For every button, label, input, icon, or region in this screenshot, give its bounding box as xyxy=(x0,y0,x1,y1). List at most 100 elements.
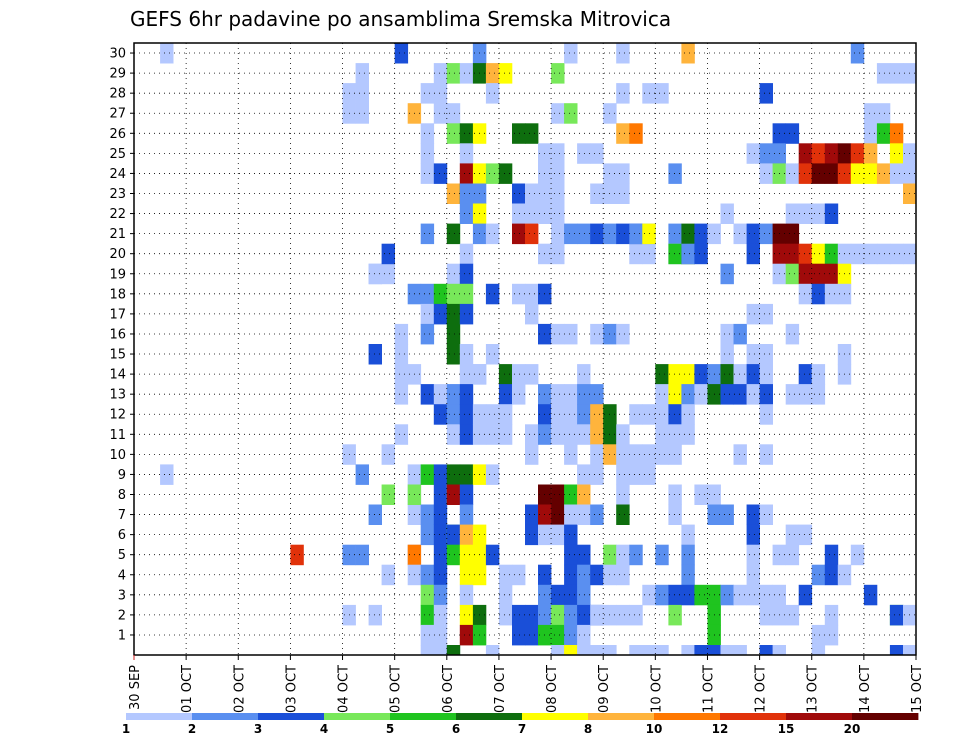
heatmap-cell xyxy=(590,323,604,345)
heatmap-cell xyxy=(811,203,826,224)
heatmap-cell xyxy=(759,444,773,465)
heatmap-cell xyxy=(420,645,435,656)
heatmap-cell xyxy=(889,123,904,144)
heatmap-cell xyxy=(655,584,669,606)
heatmap-cell xyxy=(733,323,747,345)
heatmap-cell xyxy=(616,323,630,345)
x-tick-label: 03 OCT xyxy=(284,665,299,713)
heatmap-cell xyxy=(525,364,539,385)
legend-label: 7 xyxy=(518,722,526,736)
heatmap-cell xyxy=(564,544,578,566)
heatmap-cell xyxy=(889,163,904,184)
heatmap-cell xyxy=(759,303,773,325)
heatmap-cell xyxy=(811,243,826,265)
heatmap-cell xyxy=(876,243,891,265)
y-tick-label: 9 xyxy=(118,468,126,483)
heatmap-cell xyxy=(785,163,800,184)
heatmap-cell xyxy=(577,624,591,646)
heatmap-cell xyxy=(629,645,643,656)
heatmap-cell xyxy=(850,143,865,164)
heatmap-cell xyxy=(160,43,174,64)
heatmap-cell xyxy=(485,63,500,84)
heatmap-cell xyxy=(551,384,565,405)
heatmap-cell xyxy=(720,384,734,405)
heatmap-cell xyxy=(459,504,474,525)
heatmap-cell xyxy=(368,263,382,285)
x-tick-label: 11 OCT xyxy=(701,665,716,713)
x-tick-label: 13 OCT xyxy=(806,665,821,713)
heatmap-cell xyxy=(850,43,865,64)
heatmap-cell xyxy=(811,283,826,305)
heatmap-cell xyxy=(525,303,539,325)
heatmap-cell xyxy=(798,283,813,305)
heatmap-cell xyxy=(485,83,500,104)
heatmap-cell xyxy=(564,424,578,445)
heatmap-cell xyxy=(785,223,800,245)
heatmap-cell xyxy=(564,645,578,656)
heatmap-cell xyxy=(824,624,839,646)
x-tick-label: 01 OCT xyxy=(180,665,195,713)
heatmap-cell xyxy=(720,344,734,365)
heatmap-cell xyxy=(850,544,865,566)
heatmap-cell xyxy=(785,243,800,265)
heatmap-cell xyxy=(485,344,500,365)
heatmap-cell xyxy=(525,624,539,646)
heatmap-cell xyxy=(850,163,865,184)
heatmap-cell xyxy=(616,223,630,245)
legend-swatch xyxy=(720,713,787,720)
heatmap-cell xyxy=(759,83,773,104)
heatmap-cell xyxy=(811,143,826,164)
heatmap-cell xyxy=(498,564,513,586)
legend-label: 8 xyxy=(584,722,592,736)
heatmap-cell xyxy=(811,263,826,285)
heatmap-cell xyxy=(785,544,800,566)
heatmap-cell xyxy=(616,464,630,485)
heatmap-cell xyxy=(746,524,760,546)
heatmap-cell xyxy=(681,384,695,405)
heatmap-cell xyxy=(759,384,773,405)
heatmap-cell xyxy=(863,103,878,124)
heatmap-cell xyxy=(616,544,630,566)
heatmap-cell xyxy=(720,504,734,525)
heatmap-cell xyxy=(498,604,513,626)
heatmap-cell xyxy=(512,604,526,626)
heatmap-cell xyxy=(746,564,760,586)
y-tick-label: 27 xyxy=(109,107,126,122)
heatmap-cell xyxy=(863,123,878,144)
heatmap-cell xyxy=(485,283,500,305)
heatmap-cell xyxy=(889,645,904,656)
heatmap-cell xyxy=(590,504,604,525)
x-tick-label: 15 OCT xyxy=(910,665,925,713)
heatmap-cell xyxy=(876,103,891,124)
heatmap-cell xyxy=(446,645,461,656)
heatmap-cell xyxy=(655,83,669,104)
heatmap-cell xyxy=(551,243,565,265)
heatmap-cell xyxy=(668,364,682,385)
x-tick-label: 08 OCT xyxy=(545,665,560,713)
color-legend: 1 2 3 4 5 6 7 8 10 12 15 20 xyxy=(122,713,919,736)
heatmap-cell xyxy=(616,604,630,626)
heatmap-cell xyxy=(512,564,526,586)
heatmap-cell xyxy=(420,143,435,164)
heatmap-cell xyxy=(876,163,891,184)
heatmap-cell xyxy=(629,464,643,485)
heatmap-cell xyxy=(759,223,773,245)
heatmap-cell xyxy=(381,243,395,265)
heatmap-cell xyxy=(759,604,773,626)
heatmap-cell xyxy=(551,624,565,646)
heatmap-cell xyxy=(459,63,474,84)
heatmap-cell xyxy=(577,584,591,606)
heatmap-cell xyxy=(590,645,604,656)
heatmap-cell xyxy=(642,645,656,656)
heatmap-cell xyxy=(863,143,878,164)
heatmap-cell xyxy=(446,344,461,365)
heatmap-cell xyxy=(824,243,839,265)
heatmap-cell xyxy=(668,223,682,245)
heatmap-cell xyxy=(459,344,474,365)
heatmap-cell xyxy=(394,364,409,385)
legend-swatch xyxy=(588,713,655,720)
heatmap-cell xyxy=(459,203,474,224)
heatmap-cell xyxy=(577,484,591,505)
y-tick-label: 22 xyxy=(109,207,126,222)
heatmap-cell xyxy=(746,384,760,405)
